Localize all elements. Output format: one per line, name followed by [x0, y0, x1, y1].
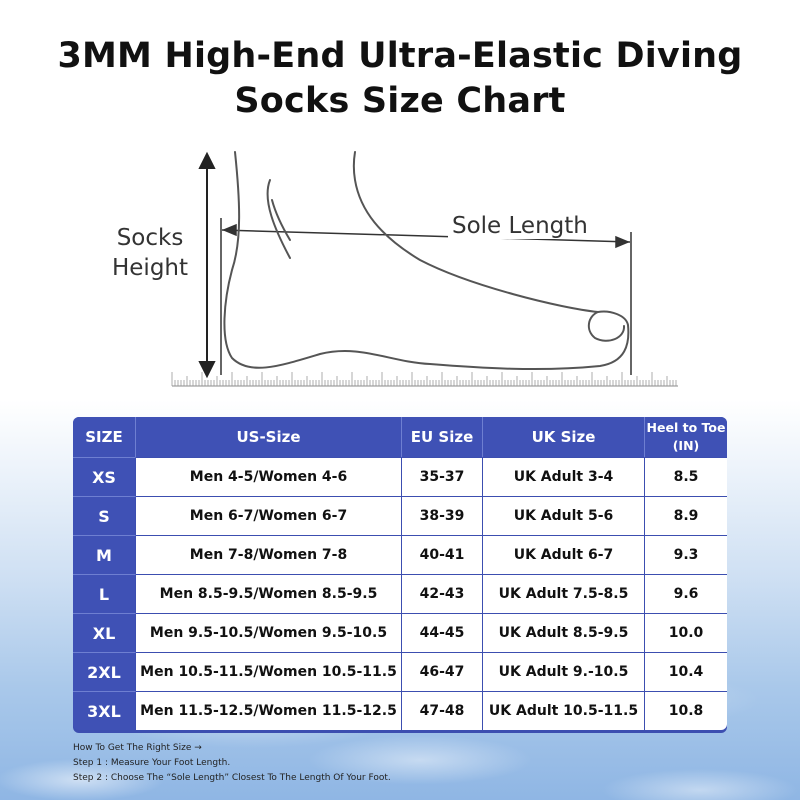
table-row: M Men 7-8/Women 7-8 40-41 UK Adult 6-7 9… — [73, 535, 727, 574]
length-arrow — [220, 218, 632, 375]
page-title: 3MM High-End Ultra-Elastic Diving Socks … — [0, 34, 800, 124]
size-chart-table: SIZE US-Size EU Size UK Size Heel to Toe… — [73, 417, 727, 733]
us-size-cell: Men 11.5-12.5/Women 11.5-12.5 — [136, 691, 402, 730]
us-size-cell: Men 9.5-10.5/Women 9.5-10.5 — [136, 613, 402, 652]
us-size-cell: Men 8.5-9.5/Women 8.5-9.5 — [136, 574, 402, 613]
height-arrow — [198, 151, 216, 379]
table-row: S Men 6-7/Women 6-7 38-39 UK Adult 5-6 8… — [73, 496, 727, 535]
foot-measurement-diagram: Socks Height Sole Length — [0, 140, 800, 410]
eu-size-cell: 42-43 — [402, 574, 483, 613]
size-cell: 2XL — [73, 652, 136, 691]
size-cell: 3XL — [73, 691, 136, 730]
socks-height-label: Socks Height — [110, 223, 190, 283]
title-line-1: 3MM High-End Ultra-Elastic Diving — [57, 36, 743, 76]
eu-size-cell: 38-39 — [402, 496, 483, 535]
heel-to-toe-cell: 8.9 — [645, 496, 727, 535]
uk-size-cell: UK Adult 5-6 — [483, 496, 645, 535]
table-row: 2XL Men 10.5-11.5/Women 10.5-11.5 46-47 … — [73, 652, 727, 691]
table-header-row: SIZE US-Size EU Size UK Size Heel to Toe… — [73, 417, 727, 457]
table-row: 3XL Men 11.5-12.5/Women 11.5-12.5 47-48 … — [73, 691, 727, 730]
table-row: L Men 8.5-9.5/Women 8.5-9.5 42-43 UK Adu… — [73, 574, 727, 613]
us-size-cell: Men 7-8/Women 7-8 — [136, 535, 402, 574]
instructions-step-2: Step 2 : Choose The “Sole Length” Closes… — [73, 773, 391, 783]
sole-length-label: Sole Length — [448, 213, 592, 239]
table-row: XS Men 4-5/Women 4-6 35-37 UK Adult 3-4 … — [73, 457, 727, 496]
us-size-cell: Men 4-5/Women 4-6 — [136, 457, 402, 496]
uk-size-cell: UK Adult 8.5-9.5 — [483, 613, 645, 652]
header-heel-line-2: (IN) — [672, 438, 700, 453]
heel-to-toe-cell: 8.5 — [645, 457, 727, 496]
heel-to-toe-cell: 10.8 — [645, 691, 727, 730]
uk-size-cell: UK Adult 6-7 — [483, 535, 645, 574]
size-cell: XL — [73, 613, 136, 652]
table-row: XL Men 9.5-10.5/Women 9.5-10.5 44-45 UK … — [73, 613, 727, 652]
header-eu-size: EU Size — [402, 417, 483, 457]
instructions-heading: How To Get The Right Size → — [73, 743, 202, 753]
ruler-ticks — [171, 372, 677, 386]
eu-size-cell: 35-37 — [402, 457, 483, 496]
size-cell: M — [73, 535, 136, 574]
header-heel-to-toe: Heel to Toe (IN) — [645, 417, 727, 457]
sizing-instructions: How To Get The Right Size → Step 1 : Mea… — [73, 741, 391, 786]
socks-height-label-line-2: Height — [111, 255, 189, 281]
eu-size-cell: 40-41 — [402, 535, 483, 574]
size-cell: S — [73, 496, 136, 535]
eu-size-cell: 46-47 — [402, 652, 483, 691]
uk-size-cell: UK Adult 3-4 — [483, 457, 645, 496]
eu-size-cell: 44-45 — [402, 613, 483, 652]
header-us-size: US-Size — [136, 417, 402, 457]
uk-size-cell: UK Adult 10.5-11.5 — [483, 691, 645, 730]
header-heel-line-1: Heel to Toe — [646, 420, 726, 435]
us-size-cell: Men 10.5-11.5/Women 10.5-11.5 — [136, 652, 402, 691]
socks-height-label-line-1: Socks — [116, 225, 184, 251]
eu-size-cell: 47-48 — [402, 691, 483, 730]
size-cell: L — [73, 574, 136, 613]
instructions-step-1: Step 1 : Measure Your Foot Length. — [73, 758, 231, 768]
title-line-2: Socks Size Chart — [234, 81, 566, 121]
heel-to-toe-cell: 10.0 — [645, 613, 727, 652]
heel-to-toe-cell: 9.3 — [645, 535, 727, 574]
header-size: SIZE — [73, 417, 136, 457]
heel-to-toe-cell: 10.4 — [645, 652, 727, 691]
foot-illustration — [171, 151, 678, 387]
size-cell: XS — [73, 457, 136, 496]
uk-size-cell: UK Adult 7.5-8.5 — [483, 574, 645, 613]
uk-size-cell: UK Adult 9.-10.5 — [483, 652, 645, 691]
us-size-cell: Men 6-7/Women 6-7 — [136, 496, 402, 535]
foot-outline — [223, 151, 630, 371]
header-uk-size: UK Size — [483, 417, 645, 457]
heel-to-toe-cell: 9.6 — [645, 574, 727, 613]
